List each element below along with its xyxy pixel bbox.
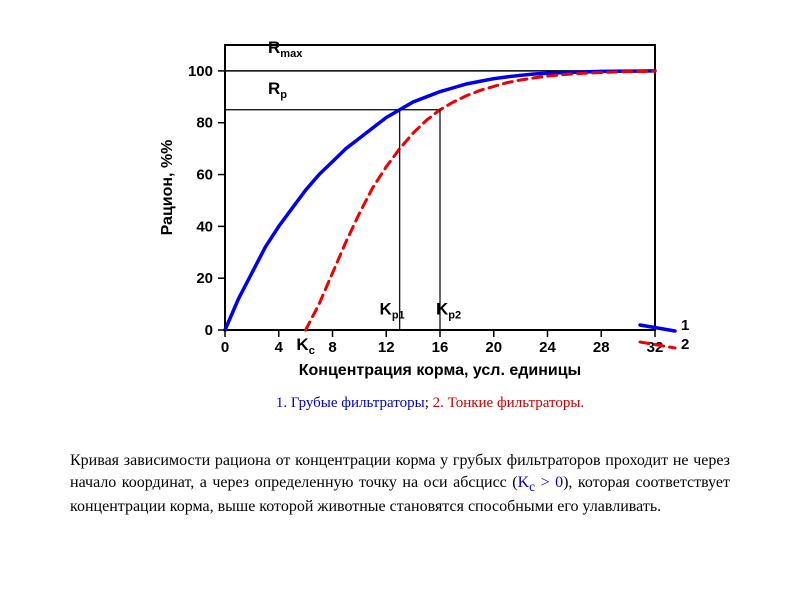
body-paragraph: Кривая зависимости рациона от концентрац…: [70, 450, 730, 517]
caption-part-1: 1. Грубые фильтраторы: [276, 395, 425, 411]
xtick-label: 0: [221, 339, 229, 356]
chart-caption: 1. Грубые фильтраторы; 2. Тонкие фильтра…: [150, 395, 710, 412]
xtick-label: 28: [593, 339, 610, 356]
xtick-label: 24: [539, 339, 556, 356]
xtick-label: 8: [328, 339, 336, 356]
annot-kc: Kc: [296, 335, 314, 357]
legend-label-1: 1: [681, 317, 689, 334]
ylabel: Рацион, %%: [159, 140, 176, 236]
caption-part-2: 2. Тонкие фильтраторы.: [433, 395, 584, 411]
xtick-label: 20: [485, 339, 502, 356]
xtick-label: 16: [432, 339, 449, 356]
caption-sep: ;: [425, 395, 433, 411]
xlabel: Концентрация корма, усл. единицы: [299, 362, 581, 379]
chart-svg: 048121620242832020406080100Концентрация …: [150, 20, 710, 400]
ytick-label: 60: [196, 167, 213, 184]
ytick-label: 40: [196, 218, 213, 235]
ytick-label: 100: [188, 63, 213, 80]
legend-label-2: 2: [681, 336, 689, 353]
ytick-label: 0: [205, 322, 213, 339]
body-kc: Kc > 0: [518, 474, 563, 491]
chart-container: 048121620242832020406080100Концентрация …: [150, 20, 710, 400]
xtick-label: 32: [647, 339, 664, 356]
annot-rmax: Rmax: [268, 38, 303, 60]
ytick-label: 80: [196, 115, 213, 132]
ytick-label: 20: [196, 270, 213, 287]
xtick-label: 12: [378, 339, 395, 356]
xtick-label: 4: [275, 339, 284, 356]
